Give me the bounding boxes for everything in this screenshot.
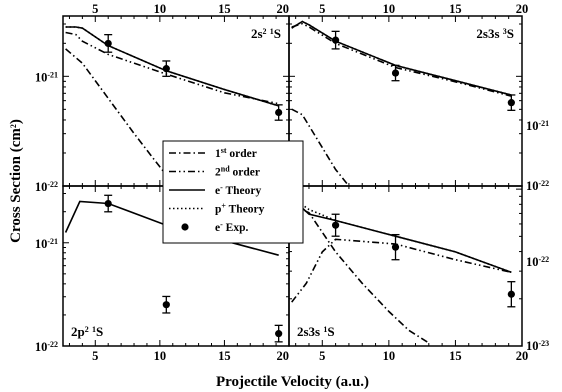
y-axis-title: Cross Section (cm2) (8, 119, 24, 243)
y-tick-label: 10-22 (35, 340, 58, 355)
data-point-tr-2 (507, 99, 515, 107)
panel-label-bl: 2p2 1S (71, 324, 103, 339)
series-p-theory-tr (291, 20, 512, 96)
panel-br-plot (291, 196, 516, 344)
data-point-tl-1 (162, 65, 170, 73)
x-tick-label-bottom: 15 (449, 349, 462, 363)
panel-label-br: 2s3s 1S (297, 324, 335, 339)
legend-label-p_theory: p+ Theory (215, 201, 265, 216)
panel-frame-tr (288, 15, 523, 187)
right-y-tick-label: 10-21 (526, 119, 549, 134)
x-tick-label-top: 5 (92, 2, 98, 16)
axes-layer: 10-21 10-21 10-22 10-21 10-22 10-22 10-23 10-22… (35, 2, 549, 363)
x-tick-label-top: 5 (319, 2, 325, 16)
x-tick-label-bottom: 5 (92, 349, 98, 363)
x-tick-label-bottom: 5 (319, 349, 325, 363)
panel-br: 2s3s 1S (288, 185, 523, 347)
series-first-br (291, 204, 430, 344)
y-tick-label: 10-21 (35, 70, 58, 85)
series-first-tl (65, 48, 178, 186)
x-tick-label-bottom: 15 (218, 349, 231, 363)
series-second-br (291, 238, 512, 303)
panel-label-tl: 2s2 1S (251, 26, 281, 41)
right-y-tick-label: 10-23 (526, 339, 549, 354)
x-tick-label-top: 15 (218, 2, 231, 16)
panel-frame-br (288, 185, 523, 347)
data-point-bl-0 (104, 199, 112, 208)
data-point-br-0 (332, 221, 340, 229)
panel-tr: 2s3s 3S (288, 15, 523, 187)
x-tick-label-bottom: 20 (516, 349, 529, 363)
data-point-bl-1 (162, 301, 170, 309)
x-tick-label-top: 15 (449, 2, 462, 16)
panel-label-tr: 2s3s 3S (476, 26, 514, 41)
data-point-tr-0 (332, 36, 340, 44)
data-point-tl-2 (275, 108, 283, 117)
right-y-tick-label: 10-22 (526, 255, 549, 270)
data-point-br-2 (507, 290, 515, 298)
data-point-br-1 (391, 243, 400, 251)
legend-label-first: 1st order (215, 146, 257, 161)
legend-label-e_theory: e- Theory (215, 183, 261, 198)
series-second-tl (65, 31, 279, 105)
x-tick-label-top: 10 (383, 2, 396, 16)
x-tick-label-bottom: 10 (154, 349, 167, 363)
legend-label-second: 2nd order (215, 164, 260, 179)
series-second-tr (291, 22, 512, 97)
x-tick-label-top: 20 (516, 2, 529, 16)
x-tick-label-bottom: 10 (383, 349, 396, 363)
x-axis-title: Projectile Velocity (a.u.) (216, 374, 369, 390)
data-point-tr-1 (391, 69, 400, 77)
x-tick-label-bottom: 20 (277, 349, 290, 363)
series-e-theory-tl (65, 26, 279, 107)
right-y-tick-label: 10-22 (526, 179, 549, 194)
data-point-tl-0 (104, 39, 112, 48)
y-tick-label: 10-22 (35, 180, 58, 195)
x-tick-label-top: 20 (277, 2, 290, 16)
panel-tr-plot (291, 20, 516, 186)
legend-marker-e_exp (181, 223, 189, 231)
data-point-bl-2 (275, 330, 283, 338)
y-tick-label: 10-21 (35, 236, 58, 251)
legend-label-e_exp: e- Exp. (215, 220, 248, 235)
x-tick-label-top: 10 (154, 2, 167, 16)
legend: 1st order 2nd order e- Theory p+ Theory e- E… (162, 140, 304, 244)
